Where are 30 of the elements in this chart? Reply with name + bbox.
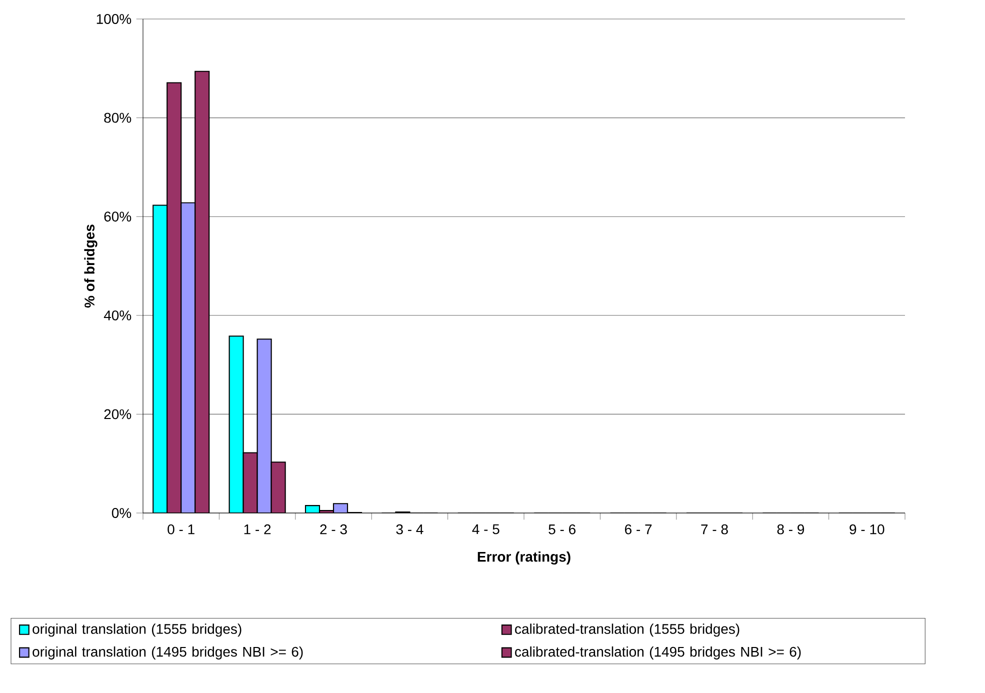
x-axis-title: Error (ratings): [478, 551, 570, 565]
y-tick-label: 80%: [104, 112, 132, 123]
bar: [242, 452, 258, 513]
y-tick-label: 40%: [104, 310, 132, 320]
x-tick-label: 8 - 9: [777, 524, 804, 534]
x-tick-label: 2 - 3: [320, 524, 347, 534]
bar: [270, 462, 286, 513]
bar: [166, 82, 182, 513]
x-tick-label: 7 - 8: [701, 524, 728, 534]
y-axis-title: % of bridges: [84, 224, 98, 308]
y-tick-label: 100%: [96, 14, 132, 24]
x-tick-label: 5 - 6: [548, 524, 576, 534]
legend-label: calibrated-translation (1555 bridges): [515, 624, 740, 637]
legend-label: original translation (1495 bridges NBI >= 6): [32, 646, 303, 660]
legend-label: calibrated-translation (1495 bridges NBI >= 6): [515, 646, 801, 660]
x-tick-label: 4 - 5: [472, 524, 500, 534]
y-tick-label: 0%: [112, 508, 132, 518]
y-tick-label: 20%: [104, 409, 132, 420]
y-tick-label: 60%: [104, 212, 132, 222]
bar: [228, 336, 244, 513]
bar: [180, 202, 196, 513]
bar: [152, 204, 168, 513]
x-tick-label: 9 - 10: [850, 524, 884, 534]
x-tick-label: 0 - 1: [168, 524, 194, 534]
x-tick-label: 1 - 2: [244, 524, 271, 534]
legend-label: original translation (1555 bridges): [32, 624, 242, 637]
x-tick-label: 6 - 7: [625, 524, 652, 534]
x-tick-label: 3 - 4: [396, 524, 424, 534]
bar: [256, 338, 272, 513]
bar: [194, 70, 210, 513]
